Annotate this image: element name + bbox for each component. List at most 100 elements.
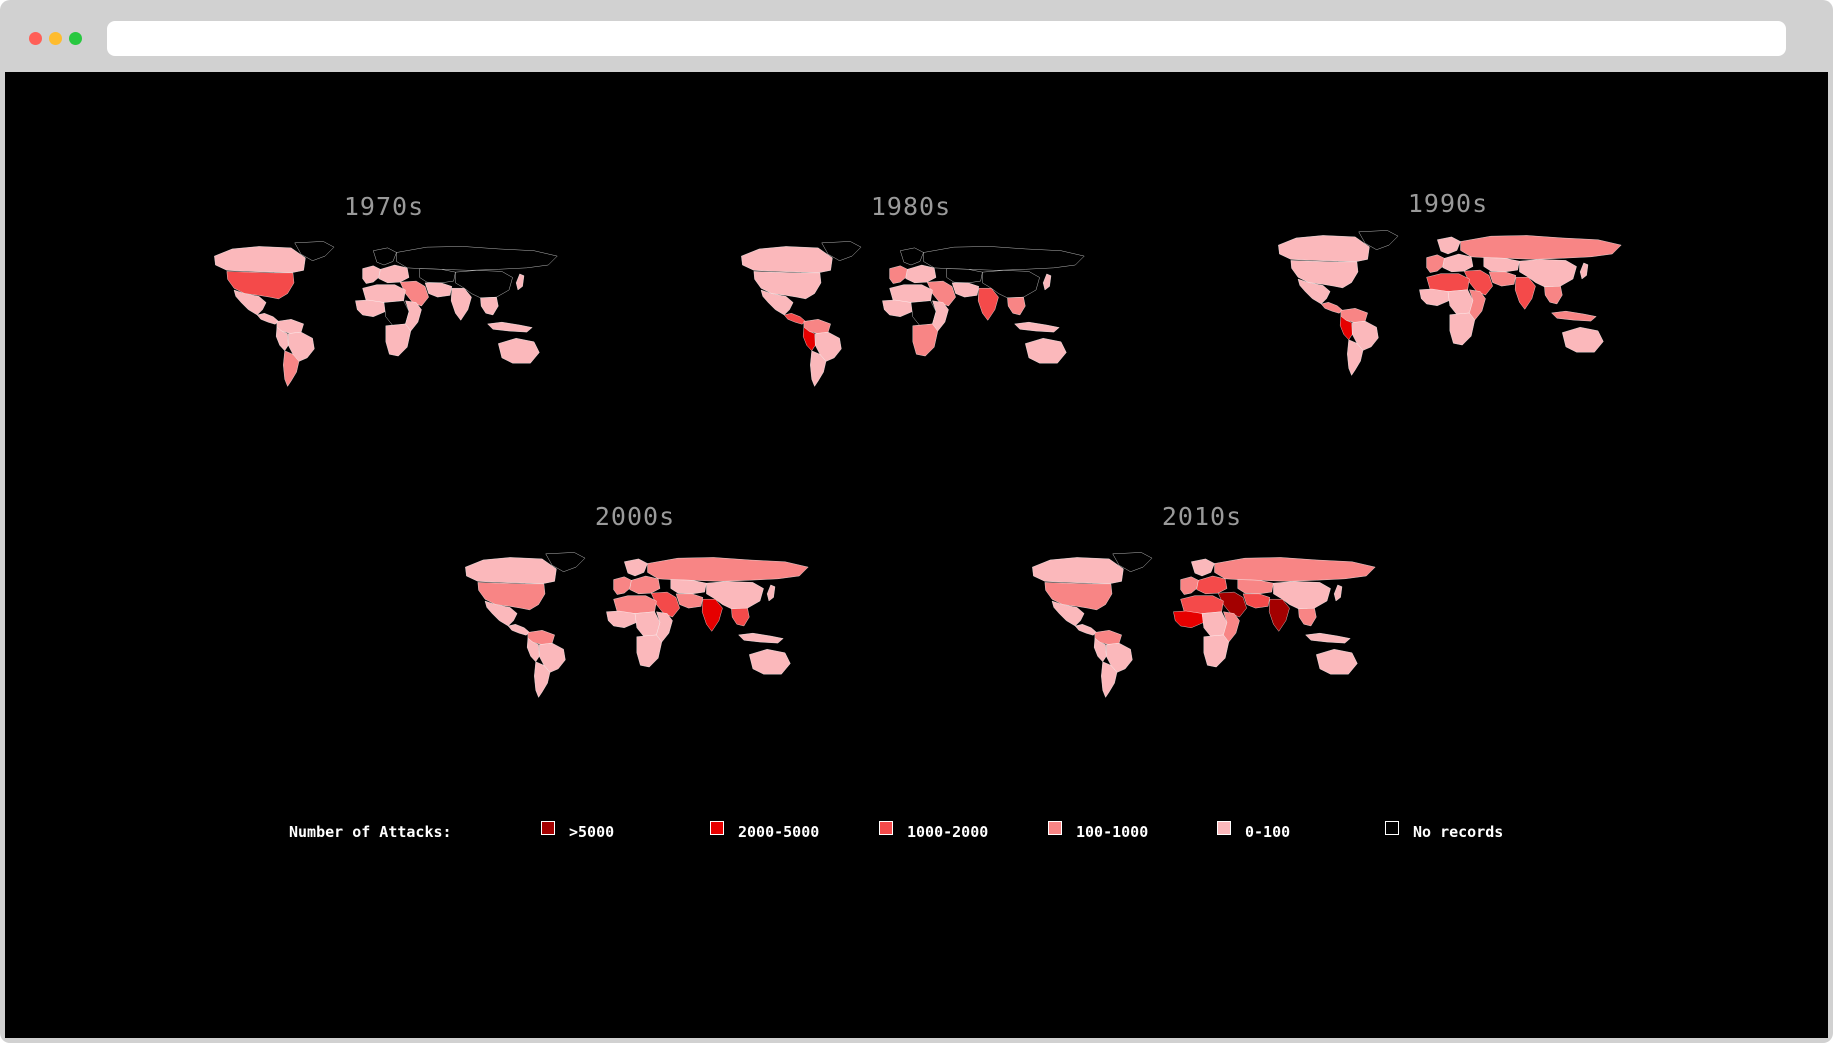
region-id[interactable] — [1305, 632, 1351, 644]
region-ir[interactable] — [1488, 271, 1517, 287]
region-na[interactable] — [226, 271, 295, 300]
region-eu-e[interactable] — [1196, 575, 1228, 595]
region-sa-w[interactable] — [275, 326, 289, 351]
region-gl[interactable] — [545, 552, 586, 572]
region-in[interactable] — [1514, 277, 1536, 310]
close-window-button[interactable] — [29, 32, 42, 45]
region-af-n[interactable] — [613, 595, 657, 614]
region-gl[interactable] — [294, 241, 335, 261]
region-sa-w[interactable] — [802, 326, 816, 351]
region-af-s[interactable] — [636, 634, 662, 668]
region-af-c[interactable] — [910, 300, 937, 326]
region-eu-w[interactable] — [889, 265, 908, 284]
region-jp[interactable] — [1579, 262, 1589, 280]
region-br[interactable] — [1352, 320, 1379, 351]
region-ir[interactable] — [1242, 593, 1271, 609]
region-af-s[interactable] — [912, 323, 938, 357]
region-sea[interactable] — [1007, 296, 1026, 316]
region-in[interactable] — [1268, 599, 1290, 632]
region-af-c[interactable] — [383, 300, 410, 326]
region-sa-s[interactable] — [810, 350, 827, 387]
region-ca-asia[interactable] — [946, 268, 983, 284]
region-mx[interactable] — [1297, 278, 1331, 305]
region-sa-w[interactable] — [1339, 315, 1353, 340]
region-cam[interactable] — [1075, 624, 1097, 636]
region-gl[interactable] — [1358, 230, 1399, 250]
region-af-w[interactable] — [606, 610, 637, 628]
region-af-s[interactable] — [385, 323, 411, 357]
region-ca-asia[interactable] — [1483, 257, 1520, 273]
region-sa-s[interactable] — [1101, 661, 1118, 698]
region-au[interactable] — [498, 338, 540, 364]
region-jp[interactable] — [515, 273, 525, 291]
region-au[interactable] — [749, 649, 791, 675]
region-ir[interactable] — [951, 282, 980, 298]
region-af-e[interactable] — [932, 300, 949, 332]
region-mx[interactable] — [760, 289, 794, 316]
region-id[interactable] — [1014, 321, 1060, 333]
region-eu-e[interactable] — [378, 264, 410, 284]
region-eu-w[interactable] — [613, 576, 632, 595]
region-br[interactable] — [815, 331, 842, 362]
region-ru[interactable] — [1460, 235, 1622, 260]
region-au[interactable] — [1316, 649, 1358, 675]
region-af-c[interactable] — [634, 611, 661, 637]
region-sa-w[interactable] — [1093, 637, 1107, 662]
region-ir[interactable] — [424, 282, 453, 298]
region-eu-n[interactable] — [1191, 558, 1215, 577]
minimize-window-button[interactable] — [49, 32, 62, 45]
region-af-w[interactable] — [1419, 288, 1450, 306]
region-sea[interactable] — [1544, 285, 1563, 305]
region-ca-asia[interactable] — [419, 268, 456, 284]
region-af-w[interactable] — [355, 299, 386, 317]
region-af-c[interactable] — [1447, 289, 1474, 315]
region-sa-s[interactable] — [534, 661, 551, 698]
region-ca[interactable] — [1032, 557, 1124, 585]
region-sea[interactable] — [1298, 607, 1317, 627]
region-ir[interactable] — [675, 593, 704, 609]
region-au[interactable] — [1025, 338, 1067, 364]
region-me[interactable] — [1463, 269, 1493, 296]
region-sa-s[interactable] — [283, 350, 300, 387]
region-in[interactable] — [977, 288, 999, 321]
region-gl[interactable] — [1112, 552, 1153, 572]
region-id[interactable] — [738, 632, 784, 644]
region-sea[interactable] — [731, 607, 750, 627]
region-me[interactable] — [650, 591, 680, 618]
region-id[interactable] — [1551, 310, 1597, 322]
region-cam[interactable] — [1321, 302, 1343, 314]
region-cam[interactable] — [257, 313, 279, 325]
region-eu-e[interactable] — [905, 264, 937, 284]
maximize-window-button[interactable] — [69, 32, 82, 45]
region-jp[interactable] — [1333, 584, 1343, 602]
region-ca-asia[interactable] — [1237, 579, 1274, 595]
region-eu-n[interactable] — [1437, 236, 1461, 255]
region-af-c[interactable] — [1201, 611, 1228, 637]
region-cam[interactable] — [784, 313, 806, 325]
region-af-n[interactable] — [1426, 273, 1470, 292]
region-eu-w[interactable] — [1180, 576, 1199, 595]
region-ca[interactable] — [1278, 235, 1370, 263]
region-jp[interactable] — [1042, 273, 1052, 291]
region-af-s[interactable] — [1203, 634, 1229, 668]
region-me[interactable] — [399, 280, 429, 307]
region-af-n[interactable] — [1180, 595, 1224, 614]
region-eu-e[interactable] — [629, 575, 661, 595]
region-na[interactable] — [477, 582, 546, 611]
region-sa-s[interactable] — [1347, 339, 1364, 376]
region-br[interactable] — [539, 642, 566, 673]
region-id[interactable] — [487, 321, 533, 333]
region-ru[interactable] — [647, 557, 809, 582]
region-eu-n[interactable] — [900, 247, 924, 266]
region-na[interactable] — [1044, 582, 1113, 611]
region-mx[interactable] — [1051, 600, 1085, 627]
region-ca-asia[interactable] — [670, 579, 707, 595]
region-af-s[interactable] — [1449, 312, 1475, 346]
region-ca[interactable] — [465, 557, 557, 585]
region-af-w[interactable] — [1173, 610, 1204, 628]
region-sa-w[interactable] — [526, 637, 540, 662]
region-sea[interactable] — [480, 296, 499, 316]
region-ru[interactable] — [1214, 557, 1376, 582]
region-eu-n[interactable] — [373, 247, 397, 266]
region-ru[interactable] — [923, 246, 1085, 271]
